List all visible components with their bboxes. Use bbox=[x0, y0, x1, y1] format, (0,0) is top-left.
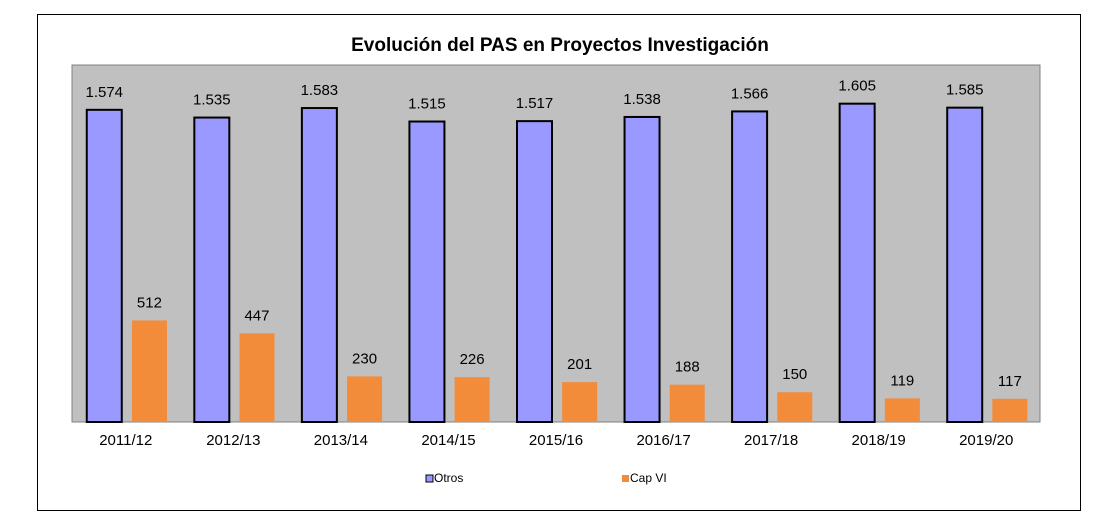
x-tick-label: 2011/12 bbox=[99, 432, 152, 449]
bar bbox=[669, 384, 705, 422]
data-label: 201 bbox=[567, 356, 592, 373]
x-tick-label: 2014/15 bbox=[421, 432, 475, 449]
data-label: 1.605 bbox=[838, 78, 876, 95]
data-label: 1.515 bbox=[408, 95, 446, 112]
data-label: 447 bbox=[244, 307, 269, 324]
data-label: 188 bbox=[675, 359, 700, 376]
data-label: 1.583 bbox=[301, 82, 339, 99]
x-tick-label: 2017/18 bbox=[744, 432, 798, 449]
legend-swatch bbox=[622, 475, 629, 482]
bar bbox=[239, 333, 275, 422]
x-tick-label: 2015/16 bbox=[529, 432, 583, 449]
bar bbox=[300, 107, 338, 423]
bar bbox=[838, 102, 876, 424]
x-tick-label: 2016/17 bbox=[636, 432, 690, 449]
legend-label: Otros bbox=[434, 471, 463, 485]
data-label: 1.535 bbox=[193, 92, 231, 109]
x-tick-label: 2013/14 bbox=[314, 432, 368, 449]
bar bbox=[731, 110, 769, 423]
bar bbox=[884, 398, 920, 422]
chart-title: Evolución del PAS en Proyectos Investiga… bbox=[351, 35, 769, 56]
bar bbox=[946, 106, 984, 424]
bar bbox=[623, 115, 661, 423]
bar bbox=[562, 382, 598, 422]
data-label: 117 bbox=[998, 373, 1022, 390]
data-label: 1.574 bbox=[85, 84, 123, 101]
bar bbox=[347, 376, 383, 422]
x-tick-label: 2018/19 bbox=[852, 432, 906, 449]
data-label: 150 bbox=[782, 366, 807, 383]
legend-label: Cap VI bbox=[630, 471, 667, 485]
bar bbox=[85, 108, 123, 423]
bar bbox=[777, 392, 813, 422]
data-label: 1.517 bbox=[516, 95, 554, 112]
bar bbox=[454, 377, 490, 422]
data-label: 119 bbox=[890, 372, 914, 389]
bar bbox=[515, 120, 553, 424]
x-tick-label: 2012/13 bbox=[206, 432, 260, 449]
data-label: 1.566 bbox=[731, 85, 769, 102]
data-label: 1.585 bbox=[946, 82, 984, 99]
bar bbox=[131, 320, 167, 422]
bar bbox=[193, 116, 231, 424]
bar bbox=[992, 398, 1028, 422]
bar bbox=[408, 120, 446, 424]
data-label: 512 bbox=[137, 294, 162, 311]
data-label: 226 bbox=[460, 351, 485, 368]
data-label: 230 bbox=[352, 350, 377, 367]
legend-swatch bbox=[425, 474, 434, 483]
plot-area bbox=[71, 64, 1041, 423]
data-label: 1.538 bbox=[623, 91, 661, 108]
x-tick-label: 2019/20 bbox=[959, 432, 1013, 449]
